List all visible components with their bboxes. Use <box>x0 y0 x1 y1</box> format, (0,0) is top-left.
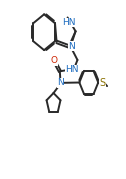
Text: HN: HN <box>62 18 76 27</box>
Text: S: S <box>100 78 106 88</box>
Text: HN: HN <box>65 65 78 74</box>
Text: O: O <box>51 56 58 65</box>
Text: N: N <box>57 78 64 87</box>
Text: N: N <box>69 42 75 51</box>
